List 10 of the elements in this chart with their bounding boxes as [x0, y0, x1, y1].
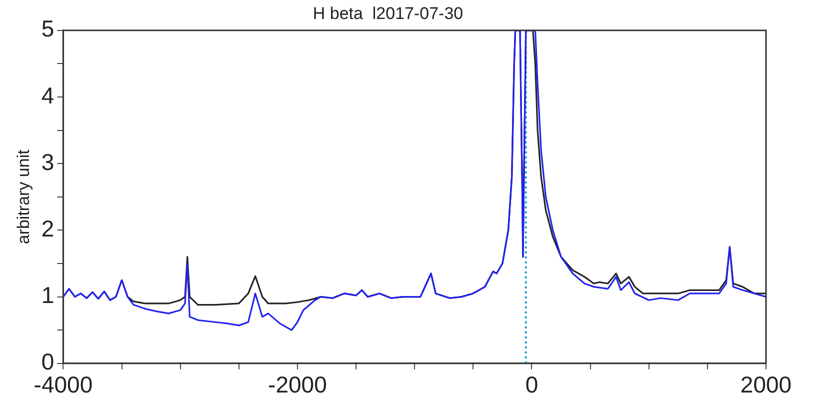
y-axis-title: arbitrary unit [14, 149, 33, 244]
y-tick-label: 5 [41, 16, 54, 42]
y-tick-label: 2 [41, 216, 54, 242]
x-tick-label: -2000 [268, 372, 327, 398]
x-tick-label: 2000 [740, 372, 792, 398]
y-tick-label: 3 [41, 148, 54, 175]
y-tick-label: 1 [41, 282, 54, 308]
y-tick-label: 4 [41, 82, 54, 108]
chart-title: H beta l2017-07-30 [312, 4, 464, 23]
x-tick-label: 0 [525, 372, 538, 398]
